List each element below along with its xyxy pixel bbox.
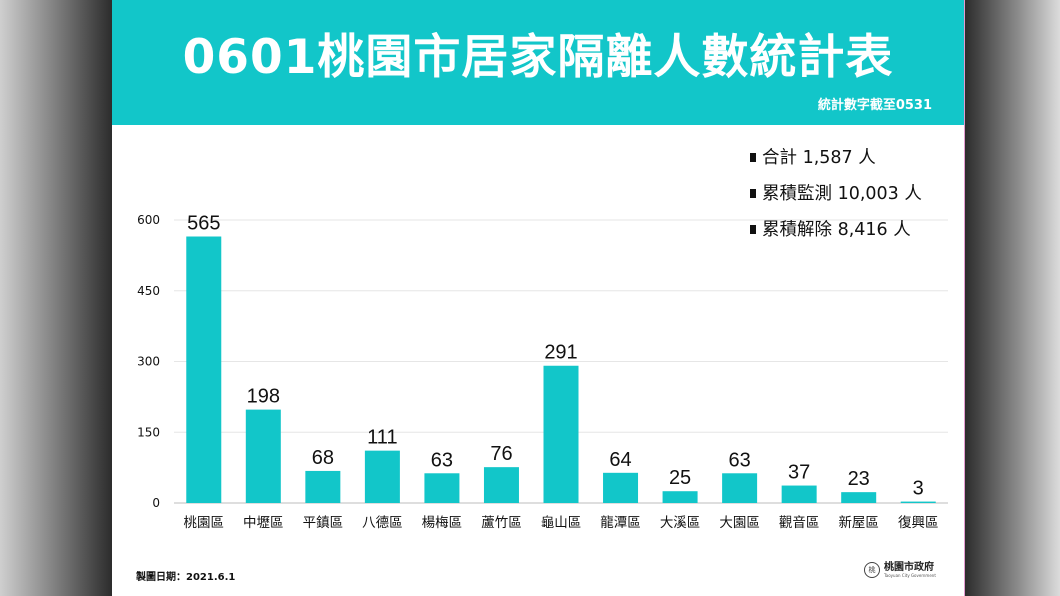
data-label: 3 [913,478,924,500]
bar [900,501,936,503]
bar [722,473,758,503]
summary-label: 累積監測 [762,184,832,204]
y-tick-label: 600 [137,213,160,227]
y-tick-label: 150 [137,425,160,439]
bar [781,485,817,503]
data-label: 23 [848,468,870,490]
data-label: 68 [312,447,334,469]
summary-list: 合計 1,587 人 累積監測 10,003 人 累積解除 8,416 人 [750,146,922,254]
header-banner: 0601桃園市居家隔離人數統計表 統計數字截至0531 [112,0,964,125]
summary-unit: 人 [893,220,911,240]
data-label: 198 [247,386,280,408]
background-right [965,0,1060,596]
bullet-square-icon [750,153,756,162]
x-tick-label: 大溪區 [660,515,701,531]
summary-label: 合計 [762,148,797,168]
bar [483,467,519,503]
bar [245,409,281,503]
bar [186,236,222,503]
bullet-square-icon [750,189,756,198]
x-tick-label: 龍潭區 [600,514,641,531]
org-name: 桃園市政府 [884,561,934,573]
x-tick-label: 復興區 [898,514,939,531]
bar [841,492,877,503]
y-tick-label: 0 [152,496,160,510]
x-tick-label: 中壢區 [243,515,283,531]
x-tick-label: 八德區 [362,515,403,531]
data-label: 64 [609,449,631,471]
summary-value: 8,416 [837,220,888,240]
page-title: 0601桃園市居家隔離人數統計表 [182,30,894,85]
data-label: 111 [367,427,397,449]
bar [305,470,341,503]
data-cutoff-note: 統計數字截至0531 [817,98,932,113]
x-tick-label: 龜山區 [541,515,582,531]
x-tick-label: 新屋區 [838,515,879,531]
data-label: 76 [490,443,512,465]
data-label: 63 [728,449,750,471]
x-tick-label: 蘆竹區 [481,515,522,531]
x-tick-label: 平鎮區 [303,515,344,531]
x-tick-label: 楊梅區 [422,515,463,531]
data-label: 291 [544,342,577,364]
summary-label: 累積解除 [762,220,832,240]
summary-released: 累積解除 8,416 人 [750,218,922,254]
org-name-en: Taoyuan City Government [884,572,936,578]
x-tick-label: 大園區 [719,515,760,531]
summary-value: 1,587 [802,148,853,168]
data-label: 63 [431,449,453,471]
summary-unit: 人 [904,184,922,204]
y-tick-label: 450 [137,284,160,298]
data-label: 37 [788,462,810,484]
x-tick-label: 觀音區 [779,514,820,531]
bullet-square-icon [750,225,756,234]
background-left [0,0,112,596]
bar [364,450,400,503]
city-seal-icon: 桃 [864,562,880,578]
slide: 0601桃園市居家隔離人數統計表 統計數字截至0531 0 150 300 450 60… [112,0,965,596]
x-tick-label: 桃園區 [184,515,225,531]
bar-chart: 0 150 300 450 600 565 桃園區 198 中壢區 68 平鎮區 111 八德區 63 楊梅… [137,213,948,531]
chart-date: 製圖日期：2021.6.1 [136,572,236,583]
summary-monitored: 累積監測 10,003 人 [750,182,922,218]
summary-value: 10,003 [837,184,899,204]
bar [662,491,698,503]
data-label: 565 [187,213,220,235]
summary-unit: 人 [858,148,876,168]
government-logo: 桃 桃園市政府 Taoyuan City Government [864,562,936,578]
y-tick-label: 300 [137,355,160,369]
summary-total: 合計 1,587 人 [750,146,922,182]
bar [603,472,639,503]
bar [424,473,460,503]
bar [543,365,579,503]
data-label: 25 [669,467,691,489]
